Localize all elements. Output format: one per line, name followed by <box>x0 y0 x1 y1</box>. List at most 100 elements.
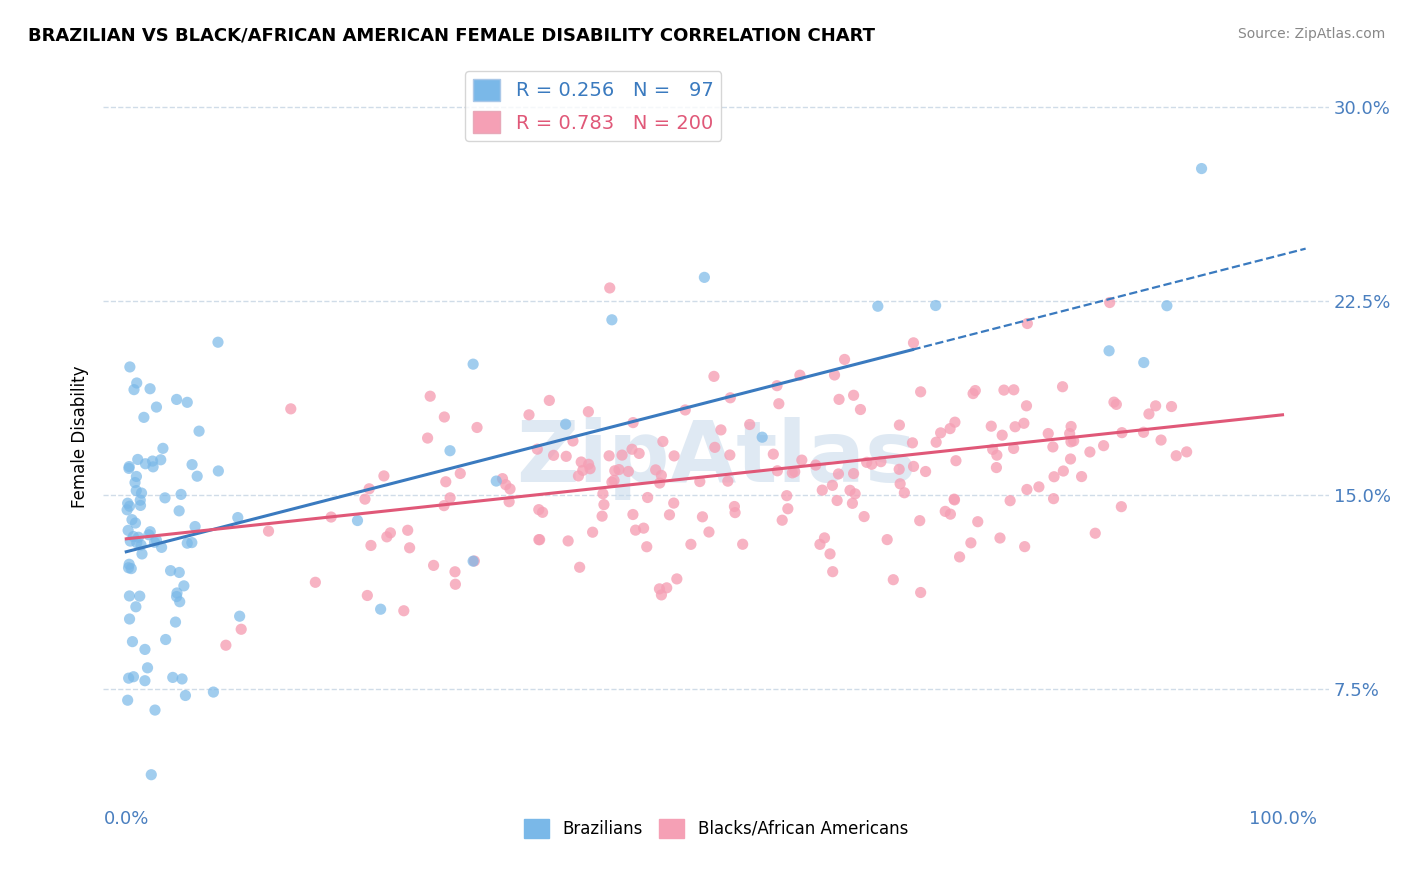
Point <box>173 579 195 593</box>
Point <box>776 489 799 503</box>
Point <box>555 450 578 464</box>
Point <box>184 519 207 533</box>
Point <box>152 442 174 456</box>
Point <box>637 491 659 505</box>
Point <box>827 467 849 481</box>
Point <box>1084 526 1107 541</box>
Point <box>980 419 1002 434</box>
Point <box>824 368 846 382</box>
Point <box>360 539 382 553</box>
Point <box>598 449 620 463</box>
Point <box>1059 426 1081 441</box>
Point <box>120 534 142 549</box>
Point <box>855 455 877 469</box>
Point <box>1166 449 1188 463</box>
Point <box>127 530 149 544</box>
Point <box>176 395 198 409</box>
Point <box>658 508 681 522</box>
Point <box>568 560 591 574</box>
Point <box>818 547 841 561</box>
Point <box>527 502 550 516</box>
Point <box>1150 433 1173 447</box>
Point <box>526 442 548 457</box>
Point <box>359 482 381 496</box>
Point <box>202 685 225 699</box>
Point <box>655 581 678 595</box>
Point <box>901 435 924 450</box>
Point <box>422 558 444 573</box>
Point <box>153 491 176 505</box>
Point <box>167 566 190 580</box>
Point <box>131 547 153 561</box>
Point <box>804 458 827 472</box>
Point <box>889 476 911 491</box>
Point <box>176 536 198 550</box>
Point <box>554 417 576 432</box>
Point <box>991 428 1014 442</box>
Point <box>562 434 585 448</box>
Point <box>1052 380 1074 394</box>
Point <box>449 467 471 481</box>
Point <box>124 475 146 490</box>
Point <box>776 501 799 516</box>
Point <box>122 529 145 543</box>
Point <box>592 487 614 501</box>
Point <box>679 537 702 551</box>
Point <box>346 514 368 528</box>
Point <box>143 703 166 717</box>
Point <box>665 572 688 586</box>
Point <box>491 472 513 486</box>
Point <box>118 671 141 685</box>
Point <box>821 565 844 579</box>
Point <box>134 642 156 657</box>
Point <box>650 468 672 483</box>
Point <box>903 459 925 474</box>
Point <box>703 441 725 455</box>
Point <box>842 467 865 481</box>
Point <box>145 400 167 414</box>
Point <box>1052 464 1074 478</box>
Point <box>600 475 623 490</box>
Point <box>986 460 1008 475</box>
Point <box>889 418 911 433</box>
Point <box>882 573 904 587</box>
Point <box>142 454 165 468</box>
Point <box>811 483 834 497</box>
Point <box>1015 483 1038 497</box>
Point <box>591 509 613 524</box>
Point <box>557 533 579 548</box>
Point <box>181 458 204 472</box>
Point <box>118 461 141 475</box>
Point <box>621 508 644 522</box>
Text: ZipAtlas: ZipAtlas <box>516 417 917 500</box>
Point <box>138 528 160 542</box>
Point <box>120 561 142 575</box>
Point <box>593 498 616 512</box>
Point <box>825 493 848 508</box>
Point <box>495 477 517 491</box>
Point <box>929 425 952 440</box>
Point <box>141 768 163 782</box>
Point <box>149 452 172 467</box>
Point <box>122 670 145 684</box>
Point <box>129 538 152 552</box>
Point <box>117 524 139 538</box>
Point <box>939 422 962 436</box>
Point <box>607 462 630 476</box>
Point <box>115 503 138 517</box>
Point <box>651 434 673 449</box>
Point <box>117 496 139 510</box>
Point <box>841 496 863 510</box>
Point <box>373 469 395 483</box>
Point <box>1002 442 1025 456</box>
Point <box>498 494 520 508</box>
Point <box>155 632 177 647</box>
Point <box>125 535 148 549</box>
Point <box>433 409 456 424</box>
Point <box>789 368 811 383</box>
Point <box>165 615 187 629</box>
Point <box>689 475 711 489</box>
Point <box>356 589 378 603</box>
Point <box>782 466 804 480</box>
Point <box>650 588 672 602</box>
